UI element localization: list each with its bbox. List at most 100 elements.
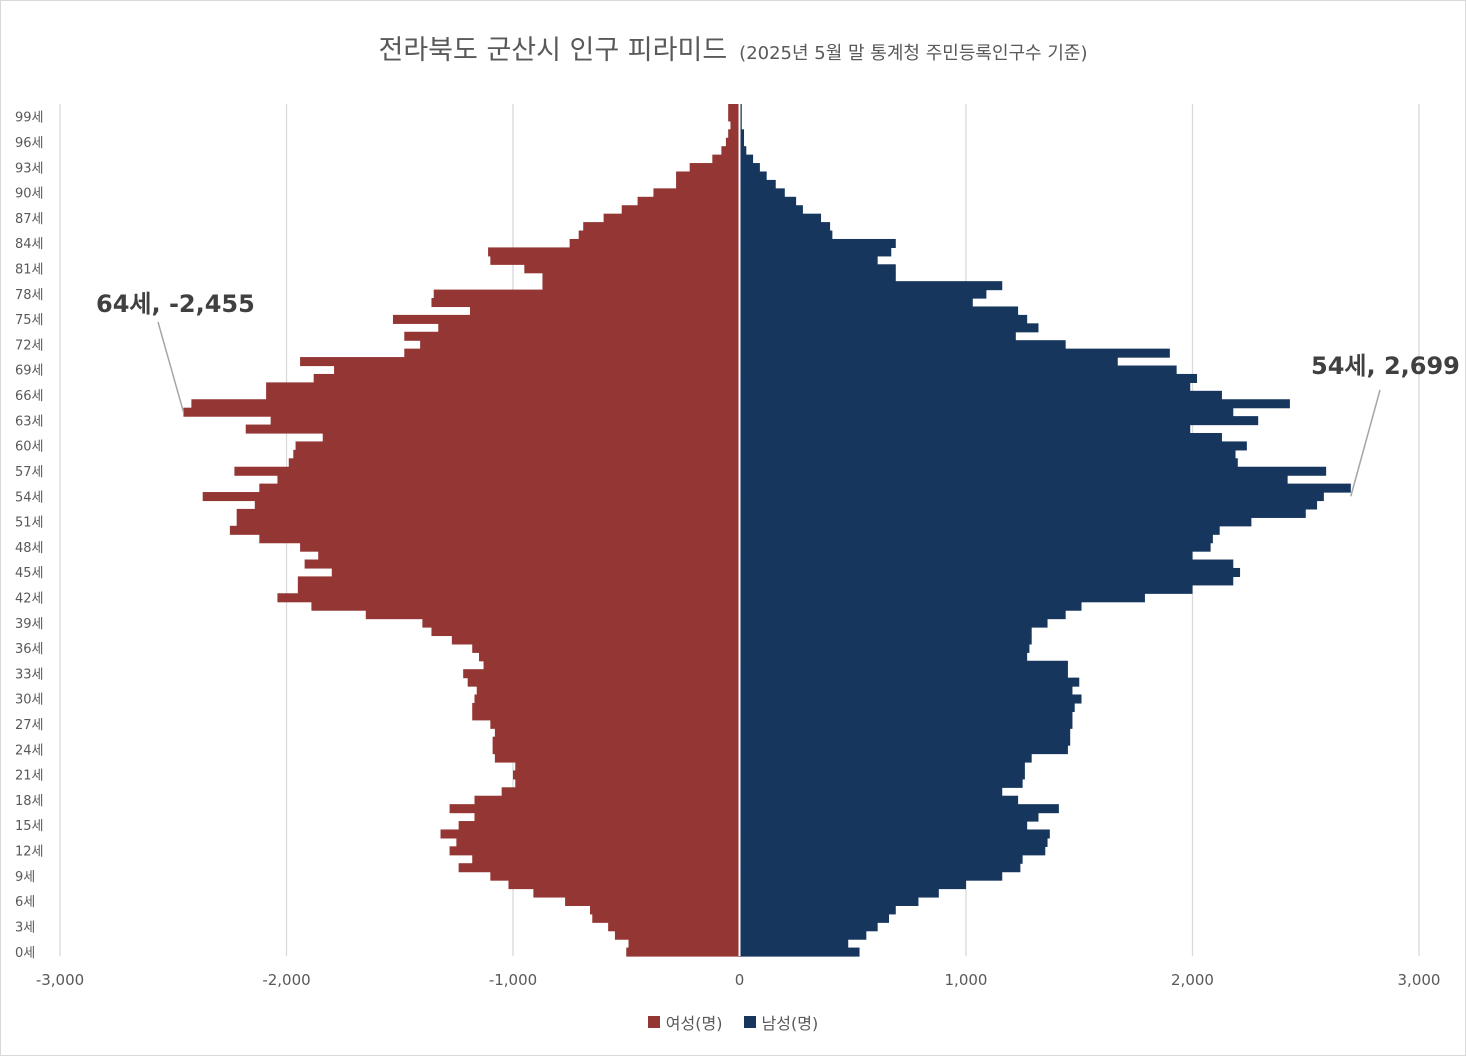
bar-female [479, 652, 740, 662]
bar-female [614, 930, 740, 940]
y-tick-label: 45세 [15, 566, 44, 581]
x-tick-label: -3,000 [36, 971, 84, 989]
bar-female [474, 812, 740, 822]
bar-male [739, 787, 1003, 797]
bar-male [739, 120, 742, 130]
bar-male [739, 593, 1145, 603]
bar-male [739, 677, 1080, 687]
bar-male [739, 213, 822, 223]
bar-male [739, 475, 1288, 485]
y-tick-label: 81세 [15, 262, 44, 277]
bar-female [608, 922, 740, 932]
bar-male [739, 289, 987, 299]
bar-female [236, 517, 740, 527]
bar-female [266, 382, 740, 392]
bar-male [739, 947, 860, 957]
bar-male [739, 534, 1213, 544]
bar-female [277, 593, 740, 603]
bar-male [739, 905, 896, 915]
y-tick-label: 87세 [15, 212, 44, 227]
bar-male [739, 399, 1290, 409]
bar-female [331, 567, 740, 577]
y-tick-label: 0세 [15, 946, 35, 961]
bar-female [492, 736, 740, 746]
bar-male [739, 736, 1071, 746]
bar-male [739, 247, 892, 257]
bar-female [449, 804, 740, 814]
y-tick-label: 84세 [15, 237, 44, 252]
y-tick-label: 57세 [15, 465, 44, 480]
bar-female [288, 458, 740, 468]
bar-male [739, 432, 1222, 443]
x-tick-label: 1,000 [945, 971, 988, 989]
bar-female [295, 441, 740, 451]
bar-male [739, 441, 1247, 451]
bar-male [739, 466, 1327, 476]
bar-male [739, 146, 747, 156]
bar-male [739, 129, 745, 139]
bar-female [490, 871, 740, 881]
bar-male [739, 728, 1071, 738]
bar-male [739, 314, 1028, 324]
legend-swatch-male [743, 1016, 756, 1028]
bar-male [739, 745, 1068, 755]
x-tick-label: 2,000 [1171, 971, 1214, 989]
bar-female [469, 306, 740, 316]
bar-female [490, 719, 740, 729]
y-tick-label: 78세 [15, 288, 44, 303]
bar-male [739, 171, 767, 181]
bar-male [739, 922, 878, 932]
bar-female [483, 660, 740, 670]
bar-male [739, 863, 1021, 873]
legend: 여성(명) 남성(명) [0, 1010, 1466, 1034]
bar-female [472, 643, 740, 653]
bar-female [451, 635, 740, 645]
annotation-label: 54세, 2,699 [1311, 352, 1460, 380]
bar-male [739, 829, 1050, 839]
bar-female [533, 888, 740, 898]
bar-female [334, 365, 740, 375]
chart-subtitle: (2025년 5월 말 통계청 주민등록인구수 기준) [739, 43, 1088, 64]
bar-male [739, 795, 1019, 805]
bar-female [474, 694, 740, 704]
bar-male [739, 137, 745, 147]
bar-male [739, 930, 867, 940]
y-tick-label: 99세 [15, 111, 44, 126]
bar-male [739, 255, 878, 265]
bar-female [637, 196, 740, 206]
y-tick-label: 27세 [15, 718, 44, 733]
bar-female [392, 314, 740, 324]
bar-female [300, 542, 740, 552]
bar-male [739, 627, 1032, 637]
bar-female [433, 289, 740, 299]
bar-female [404, 348, 740, 358]
bar-male [739, 846, 1046, 856]
bar-female [592, 913, 740, 923]
y-tick-label: 33세 [15, 667, 44, 682]
bar-male [739, 542, 1211, 552]
bar-male [739, 652, 1028, 662]
bar-female [304, 559, 740, 569]
bar-male [739, 179, 776, 189]
bar-female [456, 837, 740, 847]
bar-female [494, 728, 740, 738]
bar-male [739, 686, 1073, 696]
bar-male [739, 702, 1075, 712]
bar-female [449, 846, 740, 856]
bar-female [254, 500, 740, 510]
bar-male [739, 719, 1073, 729]
bar-male [739, 643, 1030, 653]
bar-female [472, 711, 740, 721]
y-tick-label: 6세 [15, 895, 35, 910]
bar-male [739, 458, 1238, 468]
y-tick-label: 60세 [15, 440, 44, 455]
bar-male [739, 205, 803, 215]
bar-female [236, 508, 740, 518]
bar-female [728, 104, 740, 114]
bar-male [739, 492, 1324, 502]
annotation-label: 64세, -2,455 [96, 290, 255, 318]
bar-male [739, 854, 1023, 864]
bar-male [739, 365, 1177, 375]
bar-female [730, 120, 740, 130]
y-tick-label: 75세 [15, 313, 44, 328]
